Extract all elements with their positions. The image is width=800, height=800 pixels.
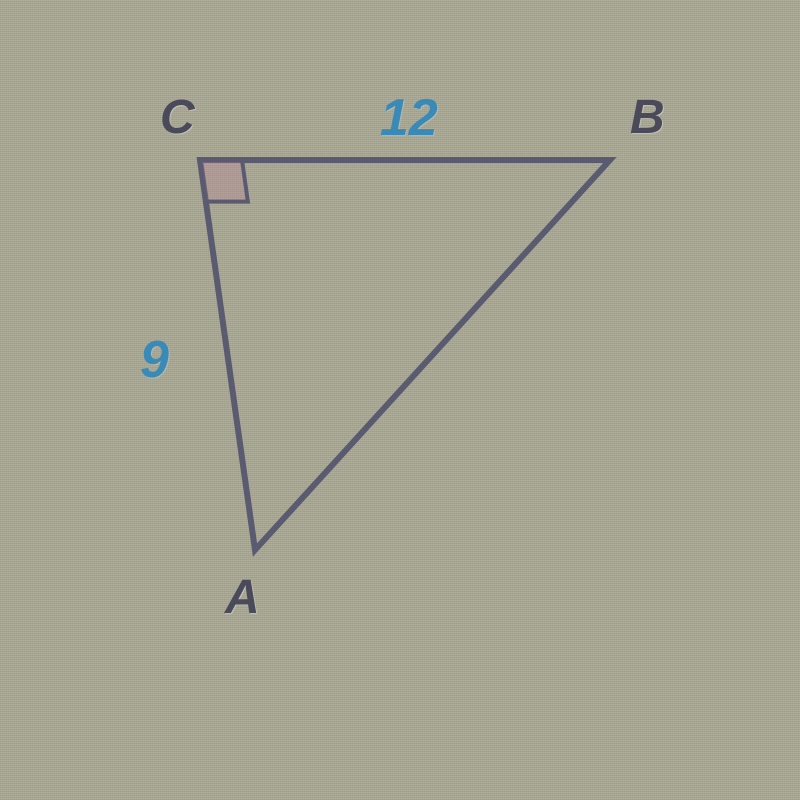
side-label-cb: 12 [380,88,438,148]
side-label-ca: 9 [140,330,169,390]
vertex-label-a: A [225,570,260,625]
vertex-label-b: B [630,90,665,145]
triangle-shape [200,160,610,550]
geometry-diagram: C B A 12 9 [0,0,800,800]
right-angle-marker [200,160,248,202]
triangle-group [200,160,610,550]
vertex-label-c: C [160,90,195,145]
